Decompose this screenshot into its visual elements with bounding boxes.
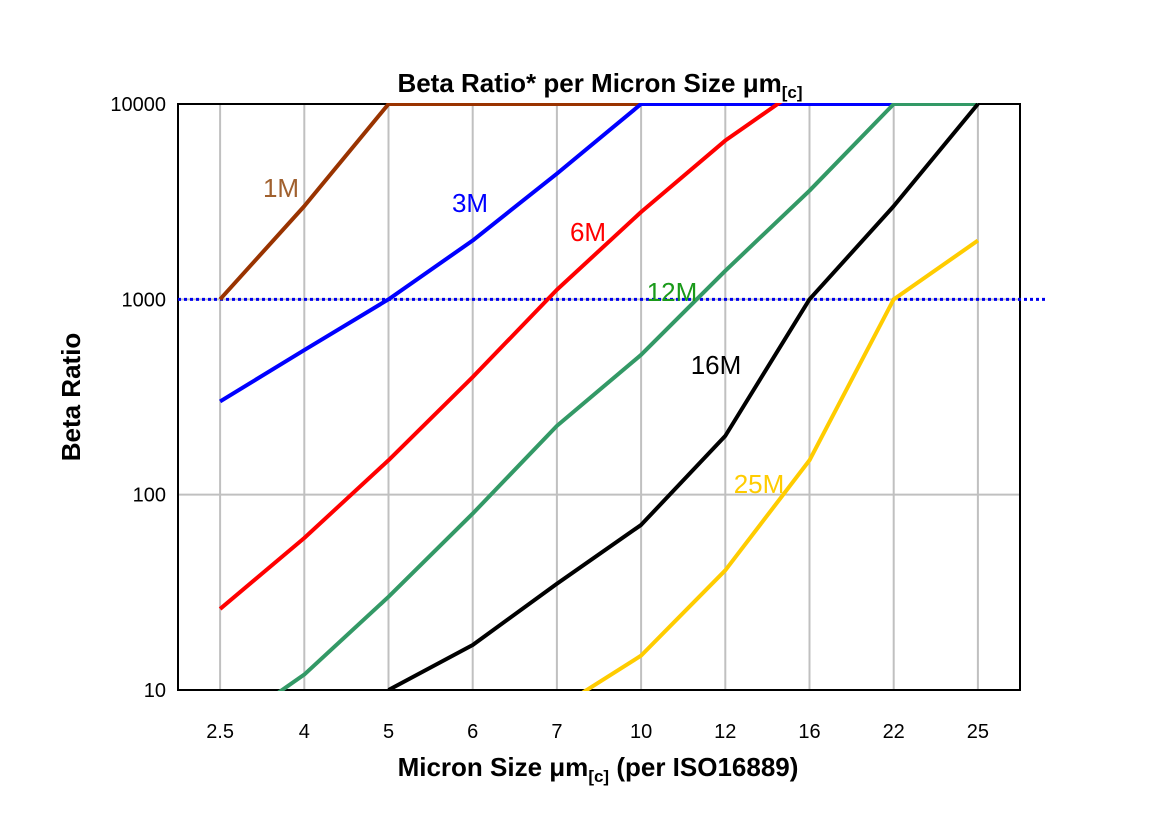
series-label-25M: 25M [734,469,785,499]
x-axis-title-main: Micron Size μm [398,752,589,782]
series-label-6M: 6M [570,217,606,247]
y-axis-title: Beta Ratio [56,333,86,462]
x-tick-label: 6 [467,721,478,743]
y-tick-label: 10000 [110,94,166,116]
series-lines [218,103,980,691]
x-tick-label: 4 [299,721,310,743]
x-axis-title-suffix: (per ISO16889) [609,752,798,782]
chart-title-main: Beta Ratio* per Micron Size μm [397,68,781,98]
x-axis-title: Micron Size μm[c] (per ISO16889) [398,752,799,786]
series-line-12M [277,103,978,691]
series-label-3M: 3M [452,188,488,218]
series-line-3M [219,103,894,404]
x-tick-label: 5 [383,721,394,743]
x-axis-title-subscript: [c] [588,767,609,786]
series-line-1M [218,103,642,301]
x-tick-label: 22 [883,721,905,743]
y-tick-label: 10 [144,680,166,702]
series-labels: 1M 3M 6M 12M 16M 25M [263,173,784,499]
series-label-16M: 16M [691,350,742,380]
x-tick-label: 12 [714,721,736,743]
x-tick-label: 25 [967,721,989,743]
y-tick-label: 1000 [122,289,167,311]
x-tick-label: 2.5 [206,721,234,743]
series-label-1M: 1M [263,173,299,203]
series-line-6M [218,103,783,611]
chart-title: Beta Ratio* per Micron Size μm[c] [397,68,802,102]
x-tick-label: 16 [798,721,820,743]
y-tick-labels: 10 100 1000 10000 [110,94,166,702]
y-tick-label: 100 [133,485,166,507]
grid [178,103,1020,691]
x-tick-label: 10 [630,721,652,743]
series-line-25M [581,238,980,691]
x-tick-label: 7 [551,721,562,743]
x-tick-labels: 2.5 4 5 6 7 10 12 16 22 25 [206,721,989,743]
series-line-16M [387,103,980,691]
chart-title-subscript: [c] [782,83,803,102]
series-label-12M: 12M [647,277,698,307]
